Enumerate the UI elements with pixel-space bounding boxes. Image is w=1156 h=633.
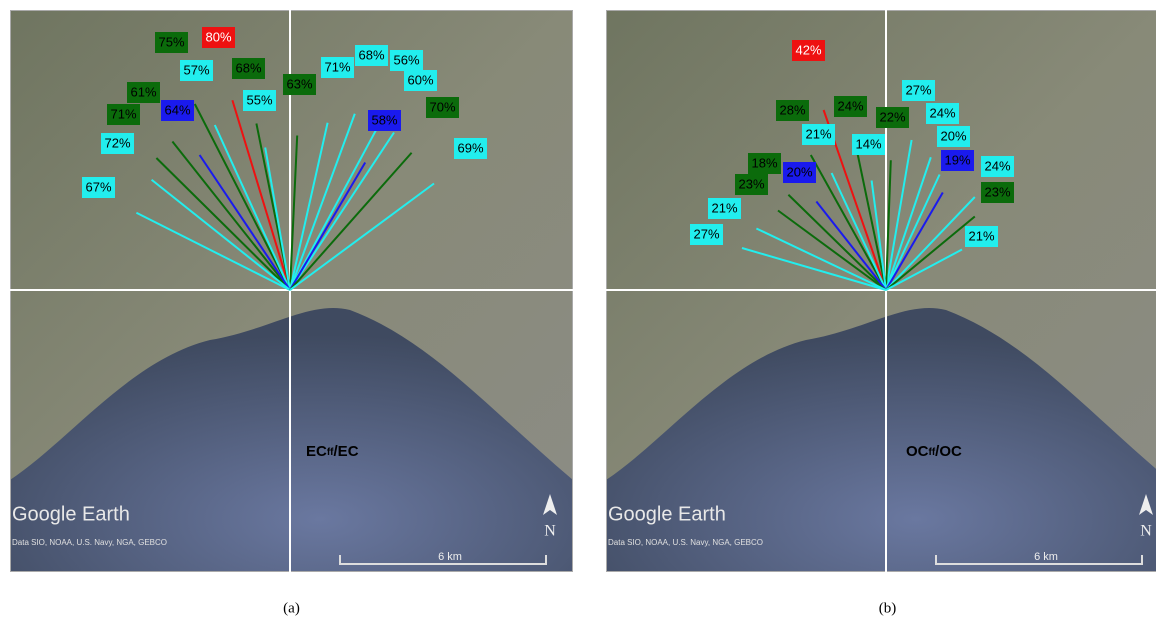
caption: (a) <box>283 600 300 616</box>
percent-label: 24% <box>984 158 1010 173</box>
north-label: N <box>1140 523 1152 540</box>
percent-label: 80% <box>205 29 231 44</box>
percent-label: 24% <box>929 105 955 120</box>
percent-label: 70% <box>429 99 455 114</box>
percent-label: 27% <box>693 226 719 241</box>
percent-label: 71% <box>324 59 350 74</box>
percent-label: 64% <box>164 102 190 117</box>
percent-label: 14% <box>855 136 881 151</box>
percent-label: 22% <box>879 109 905 124</box>
percent-label: 69% <box>457 140 483 155</box>
percent-label: 60% <box>407 72 433 87</box>
ratio-rest: /OC <box>935 443 962 460</box>
percent-label: 75% <box>158 34 184 49</box>
percent-label: 23% <box>738 176 764 191</box>
percent-label: 58% <box>371 112 397 127</box>
percent-label: 18% <box>751 155 777 170</box>
percent-label: 21% <box>968 228 994 243</box>
attribution: Data SIO, NOAA, U.S. Navy, NGA, GEBCO <box>608 538 763 547</box>
percent-label: 20% <box>940 128 966 143</box>
scale-label: 6 km <box>1034 551 1058 563</box>
percent-label: 23% <box>984 184 1010 199</box>
percent-label: 68% <box>235 60 261 75</box>
percent-label: 21% <box>805 126 831 141</box>
percent-label: 61% <box>130 84 156 99</box>
percent-label: 63% <box>286 76 312 91</box>
percent-label: 20% <box>786 164 812 179</box>
map-panel: 42% 27% 28% 24% 22% 24% 21% 14% 20% 18% 20% 19% 24% 2… <box>606 10 1156 572</box>
percent-label: 55% <box>246 92 272 107</box>
percent-label: 68% <box>358 47 384 62</box>
scale-label: 6 km <box>438 551 462 563</box>
watermark: Google Earth <box>12 503 130 525</box>
map-panel: 75% 80% 57% 68% 63% 55% 61% 71% 64% 72% 67% 71% 68% 5… <box>10 10 573 572</box>
percent-label: 71% <box>110 106 136 121</box>
percent-label: 28% <box>779 102 805 117</box>
attribution: Data SIO, NOAA, U.S. Navy, NGA, GEBCO <box>12 538 167 547</box>
percent-label: 27% <box>905 82 931 97</box>
percent-label: 24% <box>837 98 863 113</box>
percent-label: 56% <box>393 52 419 67</box>
percent-label: 21% <box>711 200 737 215</box>
ratio-rest: /EC <box>334 443 359 460</box>
percent-label: 67% <box>85 179 111 194</box>
percent-label: 72% <box>104 135 130 150</box>
ratio-main: EC <box>306 443 327 460</box>
percent-label: 42% <box>795 42 821 57</box>
north-label: N <box>544 523 556 540</box>
watermark: Google Earth <box>608 503 726 525</box>
caption: (b) <box>879 600 897 616</box>
ratio-main: OC <box>906 443 929 460</box>
percent-label: 19% <box>944 152 970 167</box>
percent-label: 57% <box>183 62 209 77</box>
